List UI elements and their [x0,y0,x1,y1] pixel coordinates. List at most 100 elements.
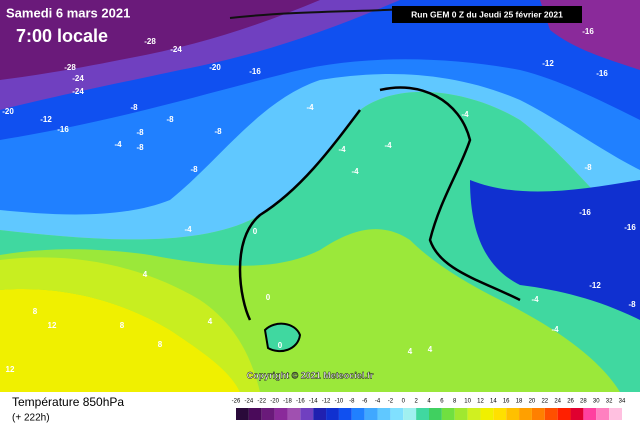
colorbar-tick: 22 [541,399,548,405]
colorbar-tick: 8 [453,399,457,405]
colorbar-tick: -2 [388,399,394,405]
colorbar-tick: -24 [245,399,254,405]
contour-zero-island [263,322,302,353]
colorbar-swatch [248,408,262,420]
colorbar-swatch [300,408,314,420]
contour-label: -24 [72,87,84,96]
contour-label: 12 [6,365,15,374]
colorbar-tick: -18 [283,399,292,405]
colorbar-swatch [531,408,545,420]
contour-label: -12 [589,281,601,290]
contour-label: 4 [208,317,213,326]
colorbar-swatch [506,408,520,420]
colorbar-tick: -6 [362,399,368,405]
contour-label: -4 [531,295,539,304]
map: -28 -24 -20 -16 -28 -24 -24 -20 -12 -16 -8 -8 -8 -8 -4… [0,0,640,393]
contour-label: -16 [624,223,636,232]
contour-label: -4 [184,225,192,234]
colorbar: -26 -24 -22 -20 -18 -16 -14 -12 -10 -8 -6 -4 -2 0 2 4 6 8… [232,399,626,420]
colorbar-tick: -8 [349,399,355,405]
contour-label: -28 [144,37,156,46]
contour-label: 4 [408,347,413,356]
run-info: Run GEM 0 Z du Jeudi 25 février 2021 [411,9,563,19]
legend-lead: (+ 222h) [12,413,50,424]
contour-label: -12 [40,115,52,124]
contour-label: -16 [579,208,591,217]
colorbar-tick: -26 [232,399,241,405]
colorbar-tick: 26 [567,399,574,405]
date: Samedi 6 mars 2021 [6,5,130,20]
contour-label: 0 [253,227,258,236]
colorbar-swatch [480,408,494,420]
colorbar-swatch [326,408,339,420]
colorbar-tick: -14 [309,399,318,405]
contour-label: -8 [166,115,174,124]
colorbar-swatch [403,408,417,420]
contour-label: 0 [278,341,283,350]
region-east-cold [470,180,640,320]
region-lime [0,257,260,392]
contour-label: -4 [306,103,314,112]
contour-label: -28 [64,63,76,72]
region-purple-dark [0,0,320,80]
colorbar-swatch [454,408,468,420]
colorbar-tick: -4 [375,399,381,405]
colorbar-tick: 2 [414,399,418,405]
contour-label: -16 [57,125,69,134]
colorbar-tick: -22 [257,399,266,405]
colorbar-tick: 18 [516,399,523,405]
colorbar-swatch [609,408,622,420]
contour-label: -8 [584,163,592,172]
colorbar-swatch [467,408,481,420]
colorbar-swatch [519,408,532,420]
contour-label: -4 [351,167,359,176]
contour-label: -12 [542,59,554,68]
colorbar-tick: 0 [402,399,406,405]
colorbar-tick: 4 [427,399,431,405]
colorbar-swatch [274,408,288,420]
colorbar-swatch [390,408,404,420]
contour-label: -4 [114,140,122,149]
contour-label: -8 [628,300,636,309]
colorbar-tick: 12 [477,399,484,405]
contour-label: 8 [33,307,38,316]
contour-label: -4 [461,110,469,119]
colorbar-swatch [351,408,365,420]
copyright: Copyright © 2021 Meteociel.fr [247,370,374,380]
colorbar-tick: 30 [593,399,600,405]
colorbar-tick: 34 [619,399,626,405]
colorbar-tick: -16 [296,399,305,405]
contour-zero [238,109,361,321]
contour-label: -4 [551,325,559,334]
contour-label: -4 [338,145,346,154]
colorbar-swatch [236,408,249,420]
contour-label: 4 [143,270,148,279]
colorbar-swatch [416,408,429,420]
legend-title: Température 850hPa [12,395,124,409]
contour-label: -24 [170,45,182,54]
contour-label: -16 [596,69,608,78]
contour-label: -8 [136,128,144,137]
colorbar-swatch [441,408,455,420]
colorbar-swatch [583,408,597,420]
contour-label: -8 [214,127,222,136]
region-yellow [0,289,240,392]
contour-label: 8 [120,321,125,330]
colorbar-tick: 10 [464,399,471,405]
contour-label: 8 [158,340,163,349]
contour-label: -4 [384,141,392,150]
contour-label: -8 [190,165,198,174]
contour-label: -16 [582,27,594,36]
contour-label: -8 [130,103,138,112]
contour-label: -20 [2,107,14,116]
colorbar-swatch [313,408,327,420]
colorbar-swatch [596,408,610,420]
colorbar-swatch [287,408,301,420]
colorbar-swatch [364,408,378,420]
colorbar-swatch [261,408,275,420]
run-box [392,6,582,23]
colorbar-tick: 32 [606,399,613,405]
contour-label: -24 [72,74,84,83]
time: 7:00 locale [16,26,108,46]
